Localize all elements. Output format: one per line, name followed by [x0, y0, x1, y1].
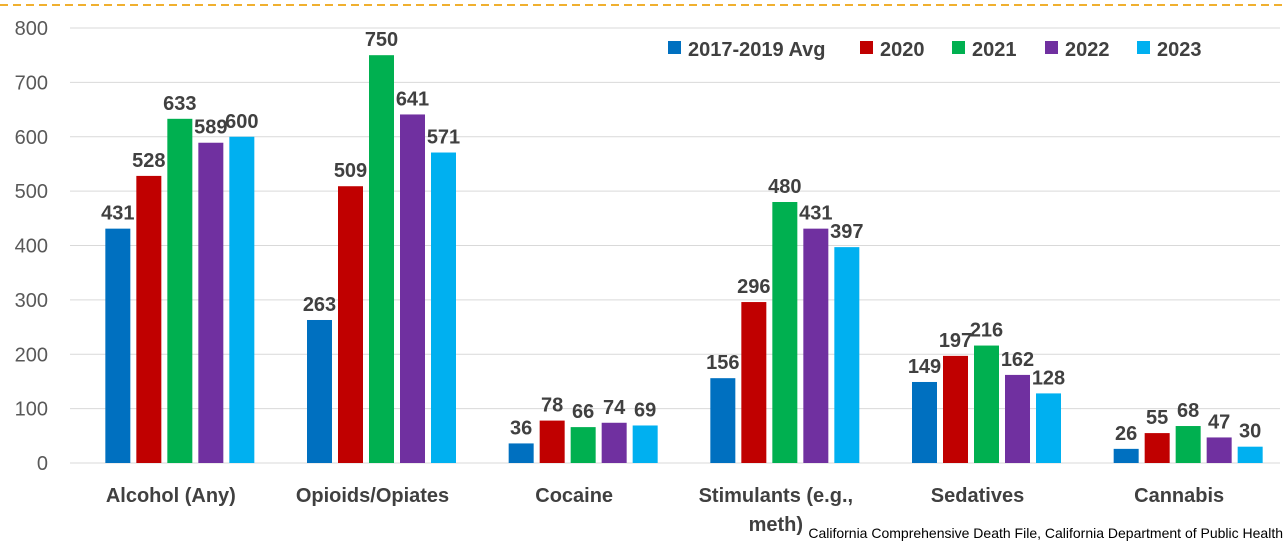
category-label: Alcohol (Any) — [106, 485, 236, 507]
legend-label: 2017-2019 Avg — [688, 39, 826, 61]
y-tick-label: 500 — [15, 181, 48, 203]
category-label: Opioids/Opiates — [296, 485, 449, 507]
bar — [1005, 374, 1030, 463]
data-label: 216 — [970, 320, 1003, 342]
data-label: 431 — [101, 203, 134, 225]
bar — [105, 228, 131, 463]
legend-swatch — [952, 41, 965, 54]
bar — [229, 136, 255, 463]
bar — [1175, 426, 1201, 463]
legend-swatch — [860, 41, 873, 54]
data-label: 571 — [427, 127, 460, 149]
source-note: California Comprehensive Death File, Cal… — [808, 525, 1283, 541]
data-label: 750 — [365, 29, 398, 51]
bar — [632, 425, 658, 463]
data-label: 26 — [1115, 423, 1137, 445]
y-tick-label: 0 — [37, 453, 48, 475]
bar — [539, 420, 565, 463]
data-label: 641 — [396, 88, 429, 110]
legend-label: 2020 — [880, 39, 925, 61]
bar — [508, 443, 534, 463]
bar — [431, 152, 456, 464]
bar — [338, 186, 363, 463]
category-labels: Alcohol (Any) Opioids/Opiates Cocaine Stimu… — [106, 485, 1224, 536]
bar — [834, 247, 860, 463]
y-tick-label: 100 — [15, 399, 48, 421]
data-label: 162 — [1001, 349, 1034, 371]
bar — [710, 378, 736, 463]
y-tick-label: 800 — [15, 18, 48, 40]
data-label: 128 — [1032, 367, 1065, 389]
y-axis-ticks: 0 100 200 300 400 500 600 700 800 — [15, 18, 48, 475]
data-label: 55 — [1146, 407, 1168, 429]
category-label: Sedatives — [931, 485, 1024, 507]
data-label: 68 — [1177, 400, 1199, 422]
legend-label: 2021 — [972, 39, 1017, 61]
data-label: 78 — [541, 395, 563, 417]
bar — [369, 55, 394, 463]
category-label: Cocaine — [535, 485, 613, 507]
bar — [803, 228, 829, 463]
data-label: 528 — [132, 150, 165, 172]
bar — [943, 355, 968, 463]
data-label: 197 — [939, 330, 972, 352]
gridlines — [70, 27, 1280, 464]
y-tick-label: 600 — [15, 127, 48, 149]
bar — [772, 202, 798, 463]
bar — [1237, 446, 1263, 463]
data-label: 30 — [1239, 421, 1261, 443]
category-label: Stimulants (e.g., — [699, 485, 853, 507]
y-tick-label: 200 — [15, 344, 48, 366]
bar — [741, 302, 767, 463]
data-label: 156 — [706, 352, 739, 374]
category-label: meth) — [749, 514, 803, 536]
bar — [1036, 393, 1061, 463]
data-label: 633 — [163, 93, 196, 115]
bar — [198, 142, 224, 463]
bar — [1144, 433, 1170, 463]
data-label: 47 — [1208, 411, 1230, 433]
bar — [601, 422, 627, 463]
data-label: 397 — [830, 221, 863, 243]
data-label: 149 — [908, 356, 941, 378]
legend-swatch — [668, 41, 681, 54]
data-label: 509 — [334, 160, 367, 182]
legend-label: 2022 — [1065, 39, 1110, 61]
data-label: 36 — [510, 417, 532, 439]
data-label: 296 — [737, 276, 770, 298]
bar — [307, 319, 332, 463]
data-label: 600 — [225, 111, 258, 133]
bar — [167, 118, 193, 464]
bar — [1113, 448, 1139, 463]
data-label: 69 — [634, 399, 656, 421]
y-tick-label: 300 — [15, 290, 48, 312]
bar — [912, 381, 937, 463]
legend: 2017-2019 Avg 2020 2021 2022 2023 — [668, 39, 1202, 61]
bar — [1206, 437, 1232, 463]
legend-label: 2023 — [1157, 39, 1202, 61]
data-label: 589 — [194, 117, 227, 139]
bar — [136, 175, 162, 463]
data-label: 74 — [603, 397, 626, 419]
category-label: Cannabis — [1134, 485, 1224, 507]
bar — [570, 427, 596, 463]
bar — [974, 345, 999, 463]
bar — [400, 114, 425, 464]
data-label: 263 — [303, 294, 336, 316]
y-tick-label: 700 — [15, 72, 48, 94]
y-tick-label: 400 — [15, 236, 48, 258]
legend-swatch — [1045, 41, 1058, 54]
legend-swatch — [1137, 41, 1150, 54]
bars — [105, 55, 1263, 464]
data-label: 66 — [572, 401, 594, 423]
data-label: 480 — [768, 176, 801, 198]
data-label: 431 — [799, 203, 832, 225]
